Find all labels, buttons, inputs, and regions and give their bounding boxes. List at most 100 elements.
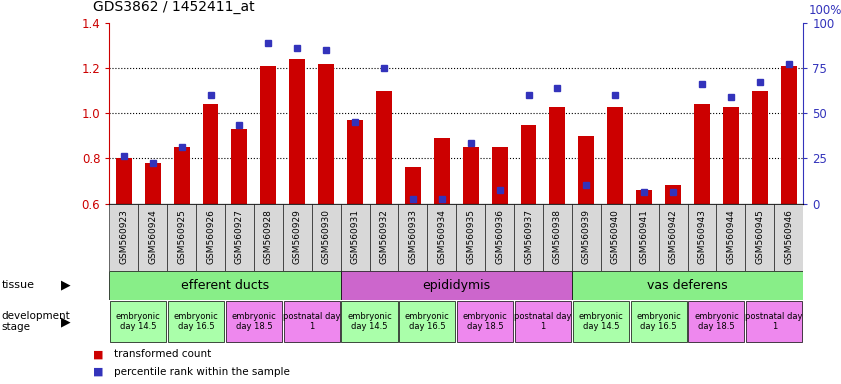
Text: 100%: 100%	[809, 5, 841, 18]
Bar	[636, 190, 652, 204]
Text: postnatal day
1: postnatal day 1	[514, 312, 572, 331]
Bar	[109, 271, 341, 300]
Bar	[376, 91, 392, 204]
Bar	[600, 204, 630, 271]
Bar	[659, 204, 687, 271]
Bar	[318, 64, 334, 204]
Text: GSM560928: GSM560928	[264, 209, 272, 264]
Text: embryonic
day 14.5: embryonic day 14.5	[116, 312, 161, 331]
Bar	[173, 147, 189, 204]
Bar	[746, 301, 802, 342]
Text: GSM560943: GSM560943	[697, 209, 706, 264]
Text: embryonic
day 16.5: embryonic day 16.5	[174, 312, 219, 331]
Bar	[196, 204, 225, 271]
Bar	[347, 120, 363, 204]
Text: transformed count: transformed count	[114, 349, 211, 359]
Bar	[573, 301, 629, 342]
Bar	[145, 163, 161, 204]
Bar	[341, 271, 572, 300]
Bar	[203, 104, 219, 204]
Text: embryonic
day 14.5: embryonic day 14.5	[579, 312, 623, 331]
Text: GSM560932: GSM560932	[379, 209, 389, 264]
Bar	[427, 204, 456, 271]
Text: GSM560933: GSM560933	[409, 209, 417, 264]
Text: GSM560934: GSM560934	[437, 209, 447, 264]
Bar	[434, 138, 450, 204]
Bar	[631, 301, 686, 342]
Bar	[312, 204, 341, 271]
Bar	[110, 301, 167, 342]
Bar	[521, 124, 537, 204]
Text: GSM560946: GSM560946	[784, 209, 793, 264]
Text: GDS3862 / 1452411_at: GDS3862 / 1452411_at	[93, 0, 254, 14]
Bar	[458, 301, 513, 342]
Text: development
stage: development stage	[2, 311, 71, 333]
Bar	[261, 66, 277, 204]
Text: GSM560929: GSM560929	[293, 209, 302, 264]
Text: vas deferens: vas deferens	[648, 279, 727, 291]
Bar	[225, 204, 254, 271]
Bar	[630, 204, 659, 271]
Bar	[289, 59, 305, 204]
Text: efferent ducts: efferent ducts	[181, 279, 269, 291]
Text: ▶: ▶	[61, 315, 70, 328]
Bar	[689, 301, 744, 342]
Bar	[254, 204, 283, 271]
Bar	[780, 66, 796, 204]
Bar	[109, 204, 138, 271]
Text: embryonic
day 18.5: embryonic day 18.5	[231, 312, 276, 331]
Text: postnatal day
1: postnatal day 1	[283, 312, 341, 331]
Text: ▶: ▶	[61, 279, 70, 291]
Bar	[283, 204, 312, 271]
Text: GSM560942: GSM560942	[669, 209, 678, 264]
Text: GSM560923: GSM560923	[119, 209, 129, 264]
Text: GSM560940: GSM560940	[611, 209, 620, 264]
Bar	[116, 159, 132, 204]
Bar	[687, 204, 717, 271]
Text: GSM560936: GSM560936	[495, 209, 504, 264]
Text: GSM560924: GSM560924	[148, 209, 157, 264]
Text: embryonic
day 14.5: embryonic day 14.5	[347, 312, 392, 331]
Text: postnatal day
1: postnatal day 1	[745, 312, 803, 331]
Text: embryonic
day 16.5: embryonic day 16.5	[637, 312, 681, 331]
Bar	[775, 204, 803, 271]
Bar	[463, 147, 479, 204]
Text: GSM560931: GSM560931	[351, 209, 360, 264]
Bar	[694, 104, 710, 204]
Text: GSM560926: GSM560926	[206, 209, 215, 264]
Text: percentile rank within the sample: percentile rank within the sample	[114, 366, 289, 377]
Bar	[168, 301, 224, 342]
Bar	[752, 91, 768, 204]
Text: ■: ■	[93, 366, 103, 377]
Bar	[283, 301, 340, 342]
Bar	[492, 147, 508, 204]
Text: GSM560939: GSM560939	[582, 209, 591, 264]
Bar	[341, 204, 369, 271]
Bar	[485, 204, 514, 271]
Bar	[515, 301, 571, 342]
Text: GSM560944: GSM560944	[727, 209, 735, 264]
Text: GSM560927: GSM560927	[235, 209, 244, 264]
Bar	[138, 204, 167, 271]
Bar	[579, 136, 595, 204]
Bar	[405, 167, 420, 204]
Text: GSM560935: GSM560935	[466, 209, 475, 264]
Bar	[723, 106, 739, 204]
Bar	[399, 204, 427, 271]
Text: GSM560945: GSM560945	[755, 209, 764, 264]
Text: ■: ■	[93, 349, 103, 359]
Bar	[456, 204, 485, 271]
Text: embryonic
day 18.5: embryonic day 18.5	[463, 312, 507, 331]
Bar	[341, 301, 398, 342]
Bar	[745, 204, 775, 271]
Bar	[665, 185, 681, 204]
Bar	[399, 301, 455, 342]
Text: embryonic
day 16.5: embryonic day 16.5	[405, 312, 450, 331]
Text: GSM560925: GSM560925	[177, 209, 186, 264]
Bar	[369, 204, 399, 271]
Bar	[167, 204, 196, 271]
Bar	[514, 204, 543, 271]
Text: epididymis: epididymis	[422, 279, 490, 291]
Text: GSM560930: GSM560930	[321, 209, 331, 264]
Text: embryonic
day 18.5: embryonic day 18.5	[694, 312, 738, 331]
